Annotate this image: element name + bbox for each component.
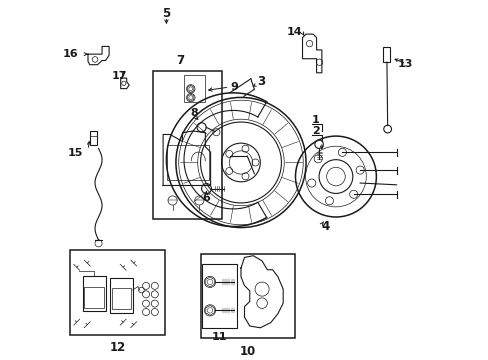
Text: 9: 9 bbox=[230, 82, 238, 92]
Text: 17: 17 bbox=[112, 71, 127, 81]
Text: 8: 8 bbox=[190, 108, 198, 118]
Text: 4: 4 bbox=[321, 220, 329, 233]
Bar bbox=[90, 131, 97, 145]
Bar bbox=[84, 287, 103, 308]
Bar bbox=[202, 264, 237, 328]
Bar bbox=[183, 76, 204, 102]
Bar bbox=[82, 276, 105, 311]
Text: 12: 12 bbox=[109, 341, 126, 354]
Bar bbox=[70, 251, 165, 335]
Text: 6: 6 bbox=[202, 193, 210, 203]
Text: 13: 13 bbox=[396, 59, 412, 69]
Bar bbox=[166, 145, 208, 180]
Bar bbox=[153, 71, 221, 219]
Text: 14: 14 bbox=[285, 27, 301, 37]
Bar bbox=[111, 288, 131, 310]
Text: 11: 11 bbox=[212, 332, 227, 342]
Text: 2: 2 bbox=[311, 126, 319, 136]
Bar bbox=[110, 278, 132, 313]
Text: 16: 16 bbox=[63, 49, 79, 59]
Text: 5: 5 bbox=[162, 6, 170, 19]
Text: 7: 7 bbox=[176, 54, 184, 67]
Bar bbox=[382, 48, 389, 62]
Text: 3: 3 bbox=[256, 75, 264, 88]
Bar bbox=[200, 254, 295, 338]
Text: 1: 1 bbox=[311, 115, 319, 125]
Text: 10: 10 bbox=[240, 345, 256, 358]
Text: 15: 15 bbox=[67, 148, 82, 158]
